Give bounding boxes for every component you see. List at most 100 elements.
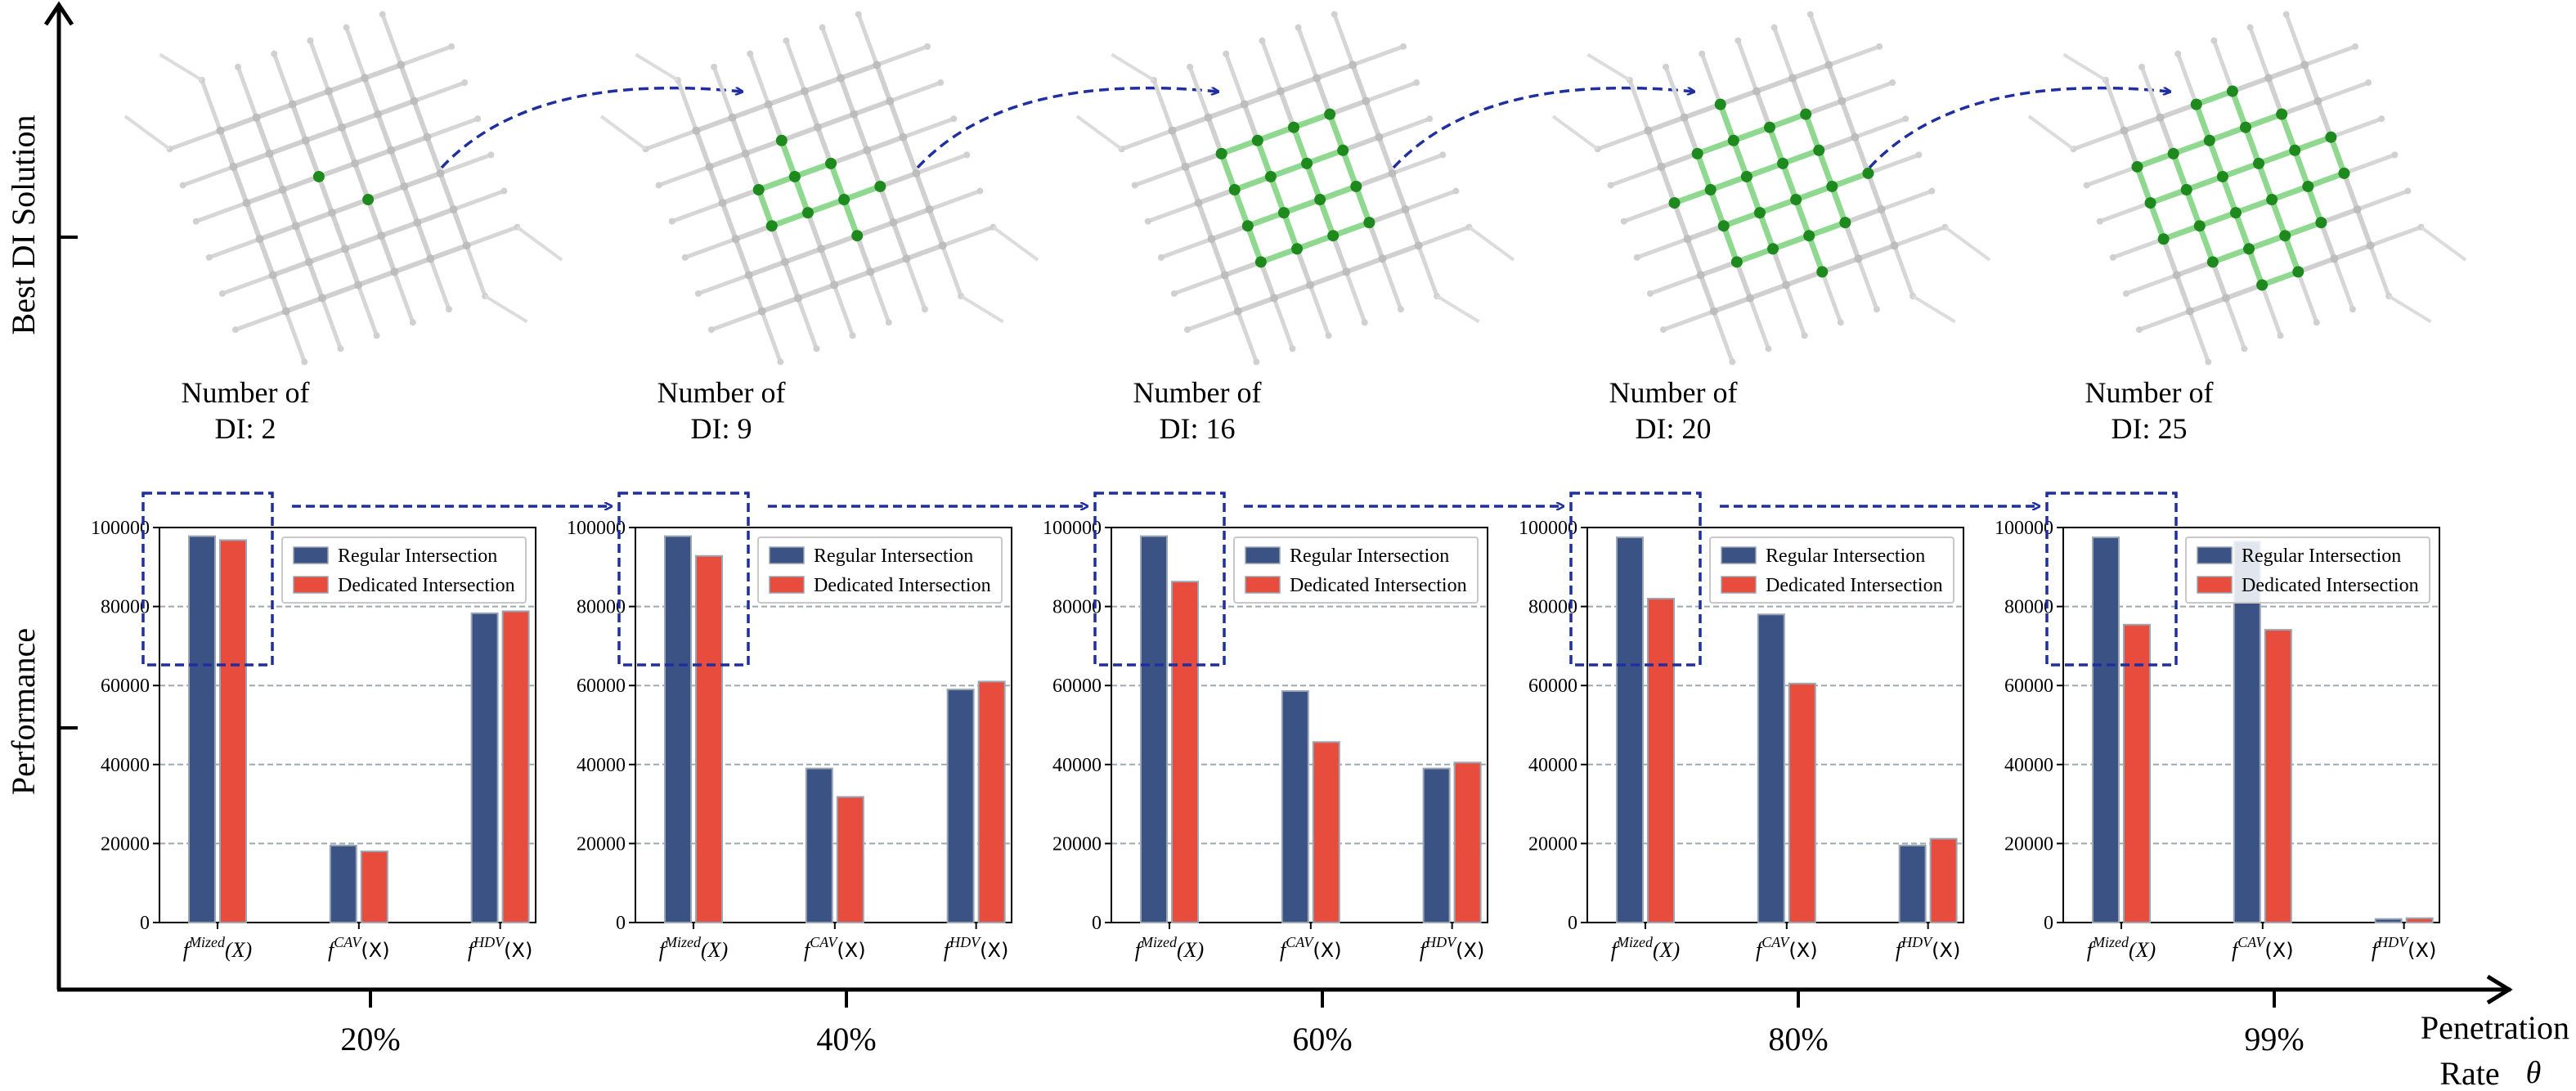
network-link [393, 256, 432, 275]
network-end-node [1873, 306, 1880, 313]
network-stub-link [820, 26, 843, 79]
regular-intersection-node [912, 168, 921, 177]
network-link [364, 62, 402, 81]
network-link [1686, 223, 1725, 242]
network-stub-link [284, 310, 307, 363]
dedicated-intersection-node [1277, 207, 1290, 219]
dedicated-intersection-node [1228, 184, 1241, 196]
regular-intersection-node [2330, 254, 2339, 263]
network-feeder-link [516, 226, 563, 262]
network-link [1272, 282, 1312, 301]
network-stub-link [1352, 44, 1404, 67]
network-link [761, 295, 799, 314]
network-end-node [2313, 319, 2320, 326]
legend-box [1233, 537, 1479, 604]
dedicated-intersection-node [2216, 170, 2228, 182]
regular-intersection-node [718, 199, 727, 208]
dedicated-intersection-node [1301, 157, 1313, 169]
network-link [733, 238, 752, 276]
network-link [316, 175, 334, 214]
network-stub-link [195, 200, 248, 223]
network-link [2257, 147, 2296, 167]
regular-intersection-node [317, 294, 326, 303]
regular-intersection-node [301, 136, 310, 145]
dedicated-intersection-node [1862, 167, 1874, 179]
network-end-node [855, 11, 862, 18]
network-link [1807, 219, 1847, 239]
dedicated-intersection-node [1327, 230, 1340, 242]
y-tick-label: 40000 [1052, 755, 1102, 776]
regular-intersection-node [436, 168, 445, 177]
network-feeder-link [159, 52, 203, 82]
network-stub-link [1892, 245, 1915, 297]
network-link [2224, 282, 2264, 301]
network-link [874, 64, 893, 102]
network-end-node [1331, 11, 1338, 18]
network-link [1331, 219, 1371, 239]
network-stub-link [2139, 66, 2162, 119]
network-end-node [179, 182, 186, 189]
network-link [2270, 183, 2309, 203]
y-tick-label: 100000 [567, 518, 626, 539]
network-link [900, 136, 919, 174]
network-link [2307, 170, 2345, 190]
dedicated-intersection-bar [1929, 837, 1958, 923]
network-end-node [487, 151, 495, 159]
x-tick-label: fMized(X) [659, 934, 728, 962]
network-stub-link [760, 310, 783, 363]
network-link [1209, 238, 1227, 276]
y-tick-label: 60000 [1528, 676, 1577, 697]
network-feeder-link [960, 294, 1004, 324]
regular-intersection-node [902, 254, 911, 263]
network-link [257, 238, 276, 276]
network-stub-link [1380, 258, 1403, 310]
dedicated-intersection-bar [977, 680, 1006, 923]
regular-intersection-node [374, 110, 383, 119]
x-axis-label-line1: Penetration [2421, 1009, 2569, 1046]
network-link [1367, 222, 1385, 260]
y-tick-label: 100000 [1043, 518, 1102, 539]
dedicated-intersection-node [1753, 207, 1766, 219]
network-link [905, 243, 944, 262]
dedicated-intersection-node [1740, 170, 1752, 182]
regular-intersection-node [2156, 113, 2165, 122]
network-stub-link [1854, 116, 1907, 140]
network-link [1794, 183, 1833, 203]
regular-intersection-node [1388, 168, 1397, 177]
y-tick-label: 80000 [1052, 597, 1102, 618]
network-stub-link [1404, 189, 1457, 212]
network-stub-link [2175, 52, 2199, 106]
network-link [1712, 295, 1751, 314]
network-link [1171, 114, 1209, 133]
network-stub-link [2125, 273, 2178, 296]
regular-intersection-bar [1898, 844, 1927, 923]
network-stub-link [439, 153, 492, 176]
network-link [1295, 232, 1335, 252]
regular-intersection-node [2221, 294, 2230, 303]
network-stub-link [1223, 52, 1247, 106]
network-link [1196, 202, 1214, 240]
network-stub-link [272, 52, 295, 106]
network-stub-link [2330, 116, 2383, 140]
network-end-node [783, 37, 790, 44]
network-link [380, 220, 419, 239]
network-end-node [707, 326, 715, 334]
regular-intersection-bar [2374, 918, 2403, 923]
network-link [1785, 269, 1824, 288]
mixed-performance-highlight-box [1093, 492, 1226, 667]
network-link [2242, 126, 2262, 165]
regular-intersection-node [216, 126, 225, 135]
x-tick-label-f: f [1896, 938, 1905, 962]
network-end-node [924, 43, 931, 50]
network-stub-link [915, 153, 968, 176]
network-link [1210, 223, 1249, 242]
network-link [2193, 103, 2213, 141]
network-link [1802, 113, 1822, 152]
dedicated-intersection-bar [1453, 761, 1482, 924]
network-link [2246, 248, 2265, 286]
network-stub-link [902, 116, 955, 140]
network-stub-link [644, 128, 698, 151]
network-link [1278, 90, 1296, 128]
network-link [307, 261, 325, 299]
